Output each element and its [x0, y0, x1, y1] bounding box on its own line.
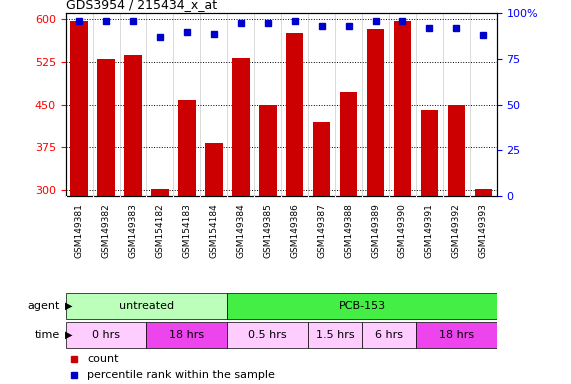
Text: GDS3954 / 215434_x_at: GDS3954 / 215434_x_at: [66, 0, 217, 11]
Text: GSM149390: GSM149390: [398, 204, 407, 258]
Text: ▶: ▶: [65, 330, 73, 340]
Text: time: time: [35, 330, 60, 340]
Bar: [394, 21, 411, 196]
Text: GSM149391: GSM149391: [425, 204, 434, 258]
Text: 1.5 hrs: 1.5 hrs: [316, 330, 355, 340]
Text: percentile rank within the sample: percentile rank within the sample: [87, 370, 275, 381]
Bar: [475, 189, 492, 196]
Bar: [362, 322, 416, 348]
Bar: [178, 99, 196, 196]
Text: PCB-153: PCB-153: [339, 301, 385, 311]
Bar: [151, 189, 168, 196]
Bar: [227, 322, 308, 348]
Text: GSM154182: GSM154182: [155, 204, 164, 258]
Text: count: count: [87, 354, 119, 364]
Text: GSM154183: GSM154183: [182, 204, 191, 258]
Bar: [97, 59, 115, 196]
Bar: [227, 293, 497, 319]
Text: GSM149386: GSM149386: [290, 204, 299, 258]
Text: GSM149393: GSM149393: [479, 204, 488, 258]
Text: 0 hrs: 0 hrs: [92, 330, 120, 340]
Bar: [147, 322, 227, 348]
Bar: [421, 110, 438, 196]
Bar: [70, 22, 88, 196]
Text: GSM149387: GSM149387: [317, 204, 326, 258]
Text: GSM154184: GSM154184: [210, 204, 218, 258]
Text: GSM149392: GSM149392: [452, 204, 461, 258]
Bar: [340, 92, 357, 196]
Bar: [259, 104, 276, 196]
Text: 0.5 hrs: 0.5 hrs: [248, 330, 287, 340]
Bar: [232, 58, 250, 196]
Bar: [416, 322, 497, 348]
Text: GSM149382: GSM149382: [102, 204, 111, 258]
Text: GSM149388: GSM149388: [344, 204, 353, 258]
Bar: [286, 33, 303, 196]
Bar: [308, 322, 362, 348]
Bar: [66, 322, 147, 348]
Bar: [205, 143, 223, 196]
Text: agent: agent: [27, 301, 60, 311]
Text: 6 hrs: 6 hrs: [375, 330, 403, 340]
Bar: [124, 55, 142, 196]
Text: 18 hrs: 18 hrs: [439, 330, 474, 340]
Bar: [448, 104, 465, 196]
Bar: [313, 122, 331, 196]
Bar: [367, 30, 384, 196]
Text: GSM149385: GSM149385: [263, 204, 272, 258]
Text: untreated: untreated: [119, 301, 174, 311]
Text: ▶: ▶: [65, 301, 73, 311]
Text: GSM149384: GSM149384: [236, 204, 246, 258]
Text: GSM149381: GSM149381: [75, 204, 83, 258]
Text: GSM149389: GSM149389: [371, 204, 380, 258]
Bar: [66, 293, 227, 319]
Text: GSM149383: GSM149383: [128, 204, 138, 258]
Text: 18 hrs: 18 hrs: [170, 330, 204, 340]
